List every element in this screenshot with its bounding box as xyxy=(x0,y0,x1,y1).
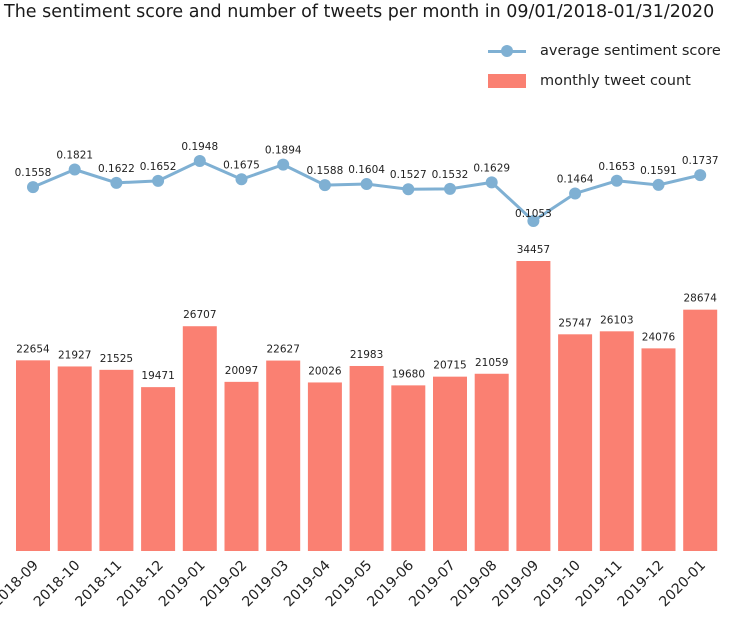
bar-2018-12 xyxy=(141,387,176,551)
sentiment-label-2019-05: 0.1604 xyxy=(348,164,385,176)
sentiment-label-2019-03: 0.1894 xyxy=(265,145,302,157)
bar-label-2019-01: 26707 xyxy=(183,309,216,321)
sentiment-point-2019-07 xyxy=(444,182,456,195)
sentiment-label-2019-02: 0.1675 xyxy=(223,159,260,171)
sentiment-label-2019-12: 0.1591 xyxy=(640,165,677,177)
bar-label-2018-11: 21525 xyxy=(100,353,133,365)
sentiment-point-2019-02 xyxy=(235,173,248,186)
sentiment-label-2018-12: 0.1652 xyxy=(140,161,177,173)
x-tick-labels: 2018-092018-102018-112018-122019-012019-… xyxy=(0,557,709,610)
x-tick-2020-01: 2020-01 xyxy=(656,558,709,611)
bar-2019-10 xyxy=(558,334,593,551)
sentiment-point-2018-11 xyxy=(110,176,123,189)
bar-label-2018-09: 22654 xyxy=(16,343,50,355)
sentiment-label-2019-04: 0.1588 xyxy=(307,165,344,177)
sentiment-label-2018-09: 0.1558 xyxy=(15,167,52,179)
bar-2019-09 xyxy=(516,261,551,551)
chart-title: The sentiment score and number of tweets… xyxy=(4,2,715,22)
legend-bar-swatch xyxy=(488,74,526,88)
sentiment-label-2020-01: 0.1737 xyxy=(682,155,719,167)
sentiment-point-2019-12 xyxy=(652,178,665,191)
sentiment-point-2019-10 xyxy=(569,187,582,200)
bars-layer: 22654 21927 21525 19471 26707 20097 22627 20026… xyxy=(16,244,717,551)
bar-2019-12 xyxy=(641,348,676,551)
bar-label-2019-07: 20715 xyxy=(433,360,466,372)
sentiment-label-2019-09: 0.1053 xyxy=(515,208,552,220)
sentiment-point-2018-12 xyxy=(152,174,165,187)
sentiment-point-2020-01 xyxy=(694,169,707,182)
bar-2018-11 xyxy=(99,369,134,551)
sentiment-point-2019-04 xyxy=(318,179,331,192)
sentiment-label-2019-11: 0.1653 xyxy=(598,161,635,173)
bar-label-2018-12: 19471 xyxy=(141,370,174,382)
bar-2018-09 xyxy=(16,360,50,551)
legend: average sentiment score monthly tweet co… xyxy=(486,36,721,96)
bar-label-2019-09: 34457 xyxy=(517,244,550,256)
sentiment-label-2019-10: 0.1464 xyxy=(557,173,594,185)
sentiment-label-2018-10: 0.1821 xyxy=(56,150,93,162)
bar-2019-07 xyxy=(433,376,467,551)
bar-label-2019-02: 20097 xyxy=(225,365,258,377)
bar-2019-06 xyxy=(391,385,426,551)
bar-2019-08 xyxy=(474,373,509,551)
sentiment-point-2019-03 xyxy=(277,158,290,171)
bar-label-2019-05: 21983 xyxy=(350,349,383,361)
legend-label-sentiment: average sentiment score xyxy=(540,43,721,59)
sentiment-point-2018-10 xyxy=(68,163,81,176)
bar-label-2019-10: 25747 xyxy=(558,317,591,329)
bar-2019-02 xyxy=(224,381,259,551)
sentiment-point-2019-05 xyxy=(360,178,373,191)
bar-label-2019-06: 19680 xyxy=(392,368,425,380)
legend-line-swatch xyxy=(486,43,528,59)
bar-2020-01 xyxy=(683,309,718,551)
sentiment-point-2018-09 xyxy=(27,181,39,194)
sentiment-line-layer: 0.1558 0.1821 0.1622 0.1652 0.1948 0.1675 0.18… xyxy=(15,141,719,227)
bar-2019-01 xyxy=(182,326,217,551)
bar-label-2019-11: 26103 xyxy=(600,314,633,326)
bar-label-2019-08: 21059 xyxy=(475,357,508,369)
bar-label-2020-01: 28674 xyxy=(683,293,717,305)
sentiment-point-2019-01 xyxy=(193,155,206,167)
bar-label-2019-12: 24076 xyxy=(642,331,676,343)
bar-2019-03 xyxy=(266,360,301,551)
sentiment-label-2019-01: 0.1948 xyxy=(181,141,218,153)
sentiment-point-2019-11 xyxy=(610,174,623,187)
bar-label-2019-04: 20026 xyxy=(308,365,342,377)
sentiment-label-2019-07: 0.1532 xyxy=(432,169,469,181)
sentiment-label-2019-08: 0.1629 xyxy=(473,162,510,174)
sentiment-label-2019-06: 0.1527 xyxy=(390,169,427,181)
bar-2018-10 xyxy=(57,366,92,551)
legend-label-tweet-count: monthly tweet count xyxy=(540,73,691,89)
bar-2019-11 xyxy=(599,331,634,551)
bar-label-2018-10: 21927 xyxy=(58,349,91,361)
legend-item-tweet-count: monthly tweet count xyxy=(486,66,721,96)
legend-item-sentiment: average sentiment score xyxy=(486,36,721,66)
sentiment-label-2018-11: 0.1622 xyxy=(98,163,135,175)
bar-2019-04 xyxy=(307,382,342,551)
sentiment-point-2019-08 xyxy=(485,176,498,189)
bar-2019-05 xyxy=(349,365,384,551)
sentiment-point-2019-09 xyxy=(527,215,540,227)
sentiment-point-2019-06 xyxy=(402,183,415,196)
bar-label-2019-03: 22627 xyxy=(266,344,299,356)
